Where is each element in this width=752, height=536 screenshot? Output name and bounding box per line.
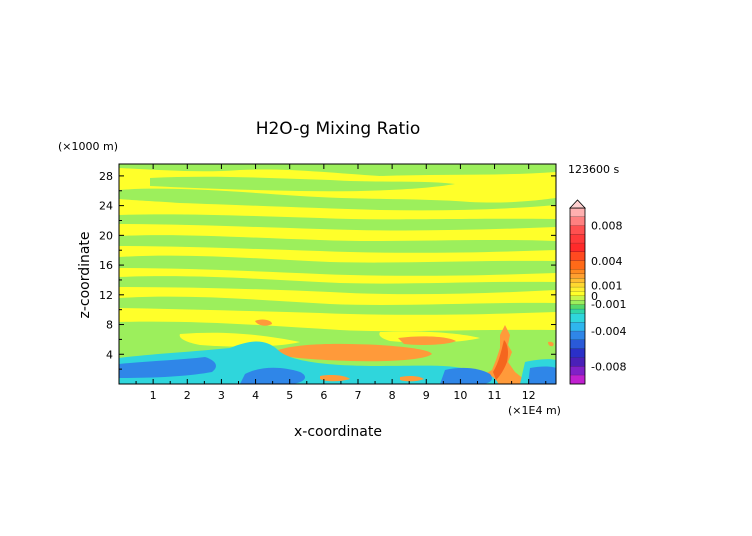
colorbar-segment	[570, 300, 585, 305]
region-cyan-layer	[119, 341, 498, 384]
region-orange-plume	[255, 319, 272, 326]
y-tick-label: 16	[99, 259, 113, 272]
colorbar-segment	[570, 225, 585, 235]
region-orange-plume	[400, 375, 424, 382]
x-tick-label: 5	[286, 389, 293, 402]
colorbar-segment	[570, 243, 585, 252]
x-axis-label: x-coordinate	[294, 424, 382, 440]
x-tick-label: 8	[389, 389, 396, 402]
x-tick-label: 11	[488, 389, 502, 402]
colorbar-segment	[570, 291, 585, 296]
chart-title: H2O-g Mixing Ratio	[256, 119, 421, 139]
x-ticks: 1 2 3 4 5 6 7 8 9 10 11 12	[135, 164, 547, 402]
region-orange-plume	[278, 343, 432, 362]
region-blue-layer	[440, 367, 492, 384]
colorbar-segment	[570, 282, 585, 288]
region-green-band	[119, 296, 556, 315]
x-tick-label: 4	[252, 389, 259, 402]
plot-frame	[118, 163, 557, 385]
colorbar-segment	[570, 331, 585, 340]
y-unit-label: (×1000 m)	[58, 140, 118, 153]
region-orange-plume	[320, 375, 350, 382]
region-green-band	[119, 164, 556, 176]
colorbar-segment	[570, 278, 585, 283]
contour-field	[119, 164, 556, 384]
y-axis-label: z-coordinate	[77, 231, 93, 318]
colorbar-segment	[570, 216, 585, 226]
region-orange-plume	[493, 340, 508, 380]
colorbar-segment	[570, 260, 585, 270]
y-tick-label: 4	[106, 348, 113, 361]
colorbar-tick-label: -0.001	[591, 298, 626, 311]
colorbar-segment	[570, 304, 585, 310]
colorbar-segment	[570, 296, 585, 301]
colorbar-tick-label: 0.001	[591, 279, 623, 292]
region-green-band	[119, 276, 556, 295]
region-orange-plume	[398, 336, 456, 345]
colorbar-segment	[570, 357, 585, 367]
colorbar-segment	[570, 375, 585, 384]
x-tick-label: 1	[150, 389, 157, 402]
x-unit-label: (×1E4 m)	[508, 404, 561, 417]
colorbar	[569, 199, 586, 385]
colorbar-segment	[570, 366, 585, 376]
x-tick-label: 12	[522, 389, 536, 402]
y-tick-label: 20	[99, 229, 113, 242]
region-background	[179, 332, 300, 347]
colorbar-segment	[570, 234, 585, 244]
region-orange-plume	[548, 341, 554, 347]
colorbar-segment	[570, 348, 585, 358]
colorbar-segment	[570, 252, 585, 261]
colorbar-tick-label: 0.004	[591, 255, 623, 268]
y-tick-label: 12	[99, 289, 113, 302]
x-tick-label: 2	[184, 389, 191, 402]
colorbar-tick-label: -0.008	[591, 360, 626, 373]
x-tick-label: 3	[218, 389, 225, 402]
colorbar-tick-label: 0	[591, 290, 598, 303]
colorbar-segment	[570, 208, 585, 217]
x-tick-label: 9	[423, 389, 430, 402]
colorbar-segment	[570, 313, 585, 323]
colorbar-segment	[570, 340, 585, 349]
time-label: 123600 s	[568, 163, 619, 176]
region-green-band	[150, 176, 455, 192]
colorbar-segment	[570, 269, 585, 274]
y-tick-label: 8	[106, 319, 113, 332]
region-blue-layer	[119, 357, 216, 378]
y-ticks: 4 8 12 16 20 24 28	[99, 170, 556, 370]
region-green-band	[119, 214, 556, 231]
y-tick-label: 28	[99, 170, 113, 183]
colorbar-segment	[570, 309, 585, 314]
x-tick-label: 10	[453, 389, 467, 402]
region-green-band	[119, 188, 556, 211]
colorbar-segment	[570, 287, 585, 292]
region-blue-layer	[240, 367, 306, 384]
colorbar-overflow-arrow	[569, 199, 586, 209]
colorbar-segment	[570, 274, 585, 279]
y-tick-label: 24	[99, 200, 113, 213]
region-blue-layer	[528, 366, 556, 384]
colorbar-segment	[570, 322, 585, 332]
region-green-band	[119, 255, 556, 276]
colorbar-tick-label: 0.008	[591, 220, 623, 233]
x-tick-label: 6	[320, 389, 327, 402]
x-tick-label: 7	[354, 389, 361, 402]
region-orange-plume	[470, 325, 525, 384]
colorbar-tick-label: -0.004	[591, 325, 626, 338]
region-green-band	[119, 235, 556, 253]
